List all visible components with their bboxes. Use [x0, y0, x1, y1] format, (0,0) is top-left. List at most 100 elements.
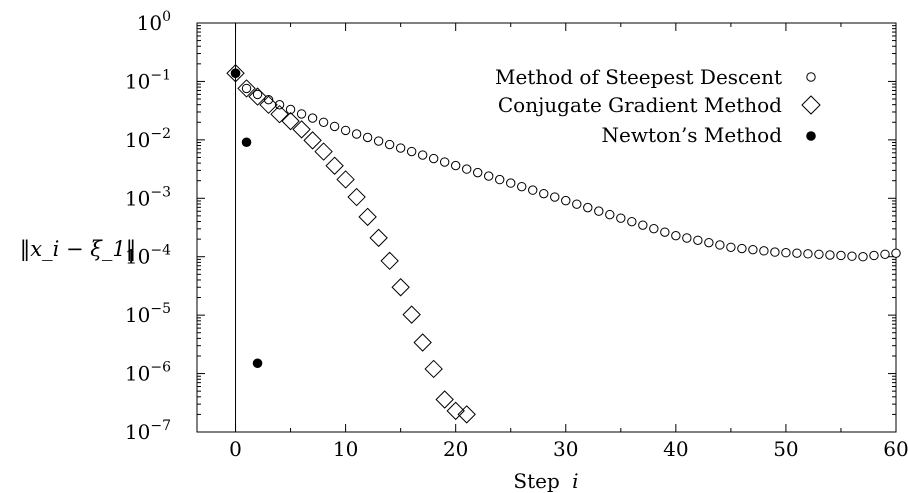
x-axis-label: Step i	[513, 469, 578, 493]
point-conjugate-gradient	[270, 104, 289, 124]
point-steepest-descent	[373, 136, 384, 146]
point-steepest-descent	[616, 213, 626, 223]
point-steepest-descent	[572, 199, 582, 209]
x-tick-label: 10	[333, 437, 358, 461]
point-conjugate-gradient	[281, 111, 300, 131]
point-steepest-descent	[428, 153, 439, 164]
point-steepest-descent	[484, 171, 494, 181]
series-0	[230, 68, 901, 262]
point-conjugate-gradient	[226, 64, 245, 83]
point-conjugate-gradient	[358, 207, 377, 227]
point-conjugate-gradient	[336, 170, 355, 189]
point-steepest-descent	[241, 83, 252, 94]
point-conjugate-gradient	[391, 278, 410, 297]
point-steepest-descent	[880, 249, 890, 259]
point-steepest-descent	[318, 117, 329, 127]
point-steepest-descent	[528, 185, 538, 195]
point-steepest-descent	[263, 94, 274, 105]
point-steepest-descent	[439, 157, 450, 167]
point-steepest-descent	[770, 247, 780, 257]
axis-tick-labels: 0 10 20 30 40 50 60 100 10−1 10−2 10−3 10−4 10−5 10−6…	[125, 9, 908, 461]
point-conjugate-gradient	[402, 305, 421, 324]
point-newton	[241, 137, 252, 148]
point-steepest-descent	[803, 249, 813, 259]
legend-label-newton: Newton’s Method	[602, 123, 783, 147]
point-steepest-descent	[340, 125, 351, 136]
point-steepest-descent	[450, 160, 461, 171]
point-steepest-descent	[638, 220, 648, 230]
point-steepest-descent	[594, 206, 604, 216]
series-2	[230, 68, 263, 369]
point-steepest-descent	[825, 250, 835, 260]
y-tick-label: 10−6	[125, 360, 171, 386]
point-steepest-descent	[781, 248, 791, 258]
point-steepest-descent	[605, 209, 615, 220]
y-tick-label: 10−4	[125, 243, 171, 269]
x-tick-label: 40	[663, 437, 688, 461]
y-tick-label: 100	[137, 9, 171, 35]
point-steepest-descent	[715, 240, 725, 250]
point-conjugate-gradient	[303, 131, 322, 150]
point-steepest-descent	[726, 242, 736, 252]
point-steepest-descent	[561, 195, 571, 206]
point-steepest-descent	[737, 243, 747, 254]
point-steepest-descent	[307, 113, 318, 123]
point-conjugate-gradient	[380, 251, 399, 271]
y-tick-label: 10−5	[125, 301, 171, 327]
point-steepest-descent	[406, 146, 417, 157]
point-steepest-descent	[329, 121, 340, 132]
point-steepest-descent	[384, 139, 395, 150]
point-conjugate-gradient	[314, 142, 333, 161]
point-steepest-descent	[891, 248, 901, 258]
point-steepest-descent	[836, 250, 846, 261]
point-steepest-descent	[671, 230, 681, 241]
point-conjugate-gradient	[292, 120, 311, 139]
point-conjugate-gradient	[325, 156, 344, 175]
y-axis-label: ‖x_i − ξ_1‖	[20, 237, 136, 262]
point-steepest-descent	[660, 227, 670, 237]
point-steepest-descent	[539, 188, 549, 199]
point-steepest-descent	[627, 216, 637, 227]
y-tick-label: 10−7	[125, 418, 171, 444]
point-steepest-descent	[296, 109, 307, 119]
point-conjugate-gradient	[435, 390, 454, 409]
x-tick-label: 0	[229, 437, 242, 461]
point-steepest-descent	[704, 237, 714, 248]
point-conjugate-gradient	[446, 401, 465, 421]
point-steepest-descent	[693, 235, 703, 245]
x-tick-label: 60	[883, 437, 908, 461]
point-steepest-descent	[252, 89, 263, 100]
point-steepest-descent	[847, 251, 857, 261]
point-steepest-descent	[869, 250, 879, 261]
legend: Method of Steepest Descent Conjugate Gra…	[495, 65, 821, 147]
y-tick-label: 10−1	[125, 67, 171, 93]
point-conjugate-gradient	[424, 359, 443, 379]
point-steepest-descent	[495, 174, 505, 185]
y-tick-label: 10−2	[125, 126, 171, 152]
point-steepest-descent	[285, 104, 296, 115]
point-steepest-descent	[362, 132, 373, 143]
point-newton	[230, 68, 241, 79]
data-marks	[226, 64, 901, 424]
axis-ticks	[197, 22, 897, 433]
point-steepest-descent	[274, 100, 285, 110]
point-steepest-descent	[473, 167, 483, 178]
point-steepest-descent	[395, 143, 406, 153]
point-steepest-descent	[583, 202, 593, 213]
series-1	[226, 64, 476, 424]
point-steepest-descent	[351, 129, 362, 139]
legend-label-steepest: Method of Steepest Descent	[495, 65, 782, 89]
x-axis-label-text: Step	[513, 469, 559, 493]
point-conjugate-gradient	[248, 87, 267, 106]
point-conjugate-gradient	[259, 95, 278, 115]
point-newton	[252, 358, 263, 369]
point-steepest-descent	[649, 223, 659, 234]
x-axis-label-var: i	[572, 469, 578, 493]
point-conjugate-gradient	[369, 228, 388, 248]
y-tick-label: 10−3	[125, 184, 171, 210]
point-steepest-descent	[550, 192, 560, 202]
point-conjugate-gradient	[457, 405, 476, 424]
legend-marker-conjugate	[801, 95, 821, 115]
point-steepest-descent	[417, 150, 428, 160]
